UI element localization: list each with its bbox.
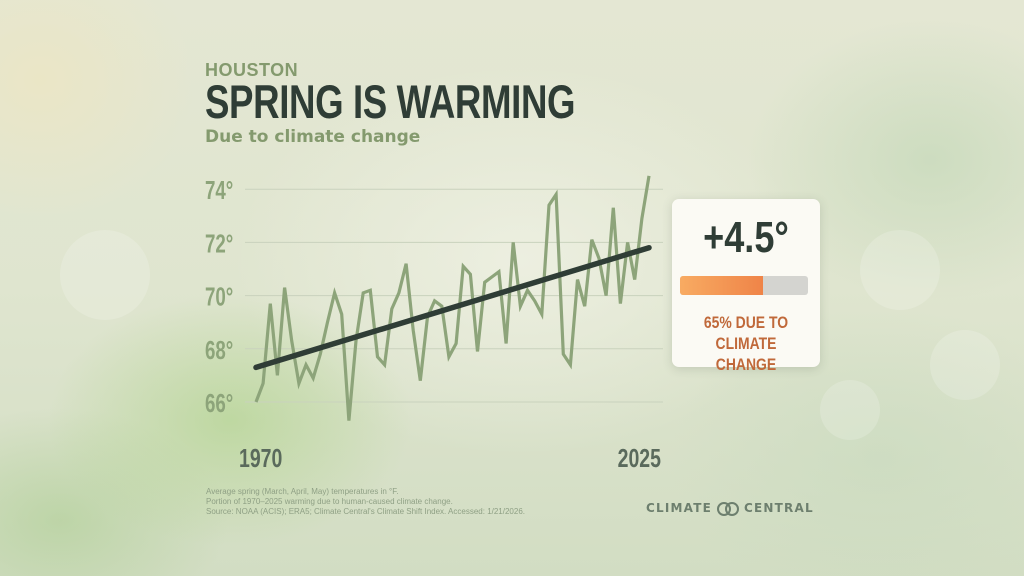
attribution-label-line2: CLIMATE CHANGE [715,334,777,374]
linked-circles-logo-icon [717,501,739,516]
brand-left: CLIMATE [646,501,712,515]
y-tick-label: 66° [205,388,233,418]
chart-header: HOUSTON SPRING IS WARMING Due to climate… [205,60,680,148]
y-tick-label: 72° [205,228,233,258]
x-tick-label: 2025 [618,443,662,472]
y-tick-label: 70° [205,281,233,311]
warming-summary-card: +4.5° 65% DUE TO CLIMATE CHANGE [672,199,820,374]
y-tick-label: 74° [205,175,233,205]
note-line: Source: NOAA (ACIS); ERA5; Climate Centr… [206,507,525,516]
note-line: Portion of 1970–2025 warming due to huma… [206,497,453,506]
attribution-label: 65% DUE TO CLIMATE CHANGE [685,312,806,375]
brand-right: CENTRAL [744,501,814,515]
y-tick-label: 68° [205,335,233,365]
source-notes: Average spring (March, April, May) tempe… [206,487,525,517]
chart-title: SPRING IS WARMING [205,75,576,128]
trend-line [253,244,652,371]
climate-central-logo: CLIMATE CENTRAL [646,501,814,516]
attribution-bar [680,276,808,295]
series-group [253,175,652,421]
note-line: Average spring (March, April, May) tempe… [206,487,399,496]
warming-value: +4.5° [703,213,789,262]
temperature-line [254,175,651,421]
x-axis-ticks: 1970 2025 [239,443,661,472]
y-axis-ticks: 66° 68° 70° 72° 74° [205,175,233,418]
x-tick-label: 1970 [239,443,282,472]
attribution-bar-fill [680,276,764,295]
city-label: HOUSTON [205,60,299,80]
chart-subtitle: Due to climate change [205,127,421,147]
attribution-label-line1: 65% DUE TO [703,313,789,332]
